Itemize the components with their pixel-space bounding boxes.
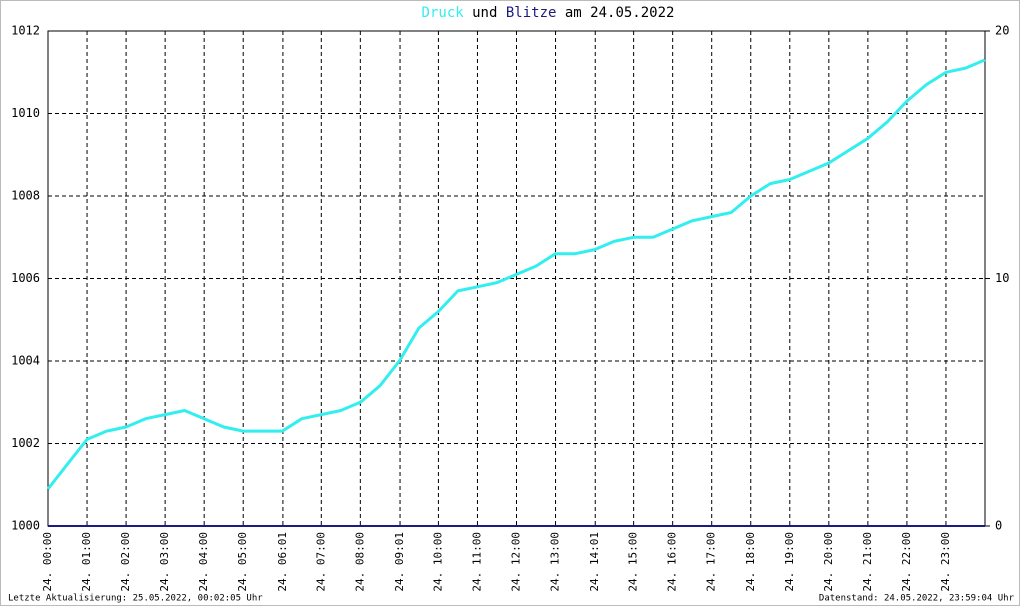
x-tick-label: 24. 20:00: [822, 532, 835, 592]
y-tick-label: 1012: [11, 24, 40, 38]
x-tick-label: 24. 13:00: [549, 532, 562, 592]
x-tick-label: 24. 16:00: [666, 532, 679, 592]
footer-left: Letzte Aktualisierung: 25.05.2022, 00:02…: [8, 594, 263, 604]
x-tick-label: 24. 18:00: [744, 532, 757, 592]
x-tick-label: 24. 10:00: [431, 532, 444, 592]
y-tick-label: 1000: [11, 519, 40, 533]
x-tick-label: 24. 23:00: [939, 532, 952, 592]
x-tick-label: 24. 03:00: [158, 532, 171, 592]
x-tick-label: 24. 12:00: [510, 532, 523, 592]
title-series-2: Blitze: [506, 5, 557, 21]
y-tick-label: 1010: [11, 106, 40, 120]
y-tick-label: 1006: [11, 271, 40, 285]
x-tick-label: 24. 01:00: [80, 532, 93, 592]
x-tick-label: 24. 15:00: [627, 532, 640, 592]
x-tick-label: 24. 07:00: [314, 532, 327, 592]
series-line: [46, 58, 986, 490]
x-tick-label: 24. 19:00: [783, 532, 796, 592]
x-tick-label: 24. 08:00: [353, 532, 366, 592]
title-end: am 24.05.2022: [565, 5, 675, 21]
title-series-1: Druck: [422, 5, 465, 21]
x-tick-label: 24. 05:00: [236, 532, 249, 592]
x-tick-label: 24. 04:00: [197, 532, 210, 592]
chart-title: Druck und Blitze am 24.05.2022: [422, 5, 675, 21]
y-tick-label: 1002: [11, 436, 40, 450]
y2-tick-label: 10: [995, 271, 1009, 285]
x-tick-label: 24. 21:00: [861, 532, 874, 592]
y-tick-label: 1008: [11, 189, 40, 203]
y2-tick-label: 0: [995, 519, 1002, 533]
x-tick-label: 24. 09:01: [393, 532, 406, 592]
x-tick-label: 24. 06:01: [276, 532, 289, 592]
x-tick-label: 24. 22:00: [900, 532, 913, 592]
x-tick-label: 24. 00:00: [41, 532, 54, 592]
y2-tick-label: 20: [995, 24, 1009, 38]
y-tick-label: 1004: [11, 354, 40, 368]
x-tick-label: 24. 14:01: [588, 532, 601, 592]
footer-right: Datenstand: 24.05.2022, 23:59:04 Uhr: [819, 594, 1015, 604]
x-tick-label: 24. 02:00: [119, 532, 132, 592]
x-tick-label: 24. 11:00: [470, 532, 483, 592]
x-tick-label: 24. 17:00: [705, 532, 718, 592]
title-middle: und: [472, 5, 497, 21]
